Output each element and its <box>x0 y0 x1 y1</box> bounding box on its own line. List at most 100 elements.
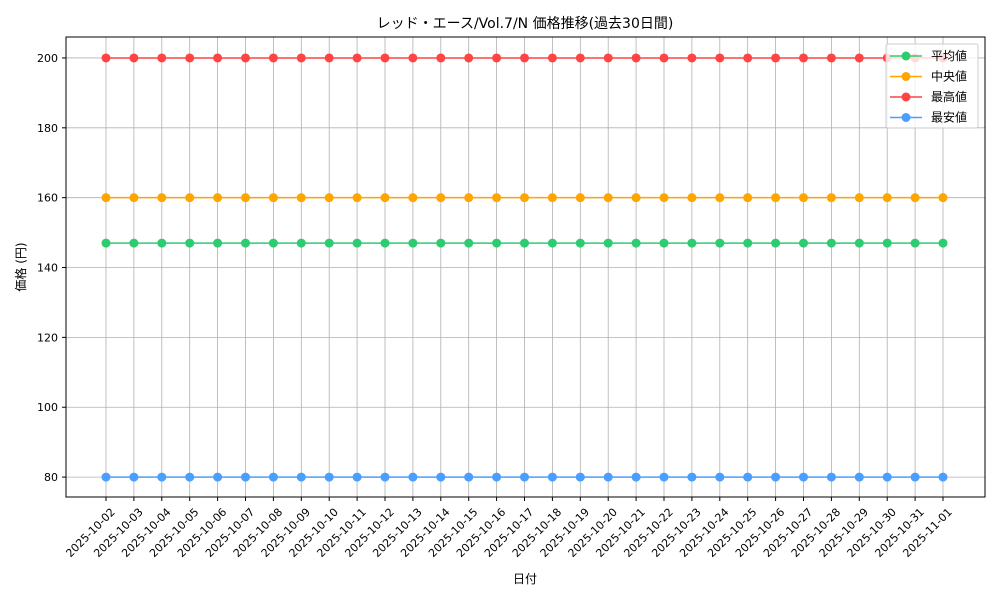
data-point <box>603 53 613 63</box>
data-point <box>826 53 836 63</box>
legend-marker <box>901 72 911 81</box>
legend-label: 平均値 <box>931 48 967 63</box>
data-point <box>129 238 139 248</box>
data-point <box>492 193 502 203</box>
data-point <box>715 472 725 482</box>
data-point <box>324 53 334 63</box>
data-point <box>324 472 334 482</box>
data-point <box>826 238 836 248</box>
data-point <box>938 238 948 248</box>
data-point <box>492 53 502 63</box>
data-point <box>771 193 781 203</box>
data-point <box>213 53 223 63</box>
data-point <box>910 472 920 482</box>
data-point <box>659 193 669 203</box>
y-axis-label: 価格 (円) <box>13 242 28 291</box>
data-point <box>268 238 278 248</box>
data-point <box>854 53 864 63</box>
data-point <box>324 193 334 203</box>
data-point <box>687 472 697 482</box>
data-point <box>185 238 195 248</box>
y-tick-label: 120 <box>37 331 58 344</box>
data-point <box>520 193 529 203</box>
data-point <box>882 472 892 482</box>
data-point <box>771 53 781 63</box>
legend-label: 最安値 <box>931 110 967 125</box>
data-point <box>603 472 613 482</box>
data-point <box>687 53 697 63</box>
data-point <box>603 238 613 248</box>
data-point <box>826 472 836 482</box>
data-point <box>296 53 306 63</box>
data-point <box>631 53 641 63</box>
data-point <box>743 472 753 482</box>
data-point <box>799 238 808 248</box>
data-point <box>520 53 529 63</box>
data-point <box>575 472 585 482</box>
data-point <box>213 472 223 482</box>
data-point <box>799 53 808 63</box>
data-point <box>436 238 446 248</box>
y-tick-label: 200 <box>37 52 58 65</box>
data-point <box>520 472 529 482</box>
data-point <box>659 238 669 248</box>
data-point <box>603 193 613 203</box>
data-point <box>910 193 920 203</box>
data-point <box>185 53 195 63</box>
data-point <box>436 53 446 63</box>
data-point <box>938 193 948 203</box>
data-point <box>715 53 725 63</box>
data-point <box>882 193 892 203</box>
data-point <box>380 472 390 482</box>
y-tick-label: 100 <box>37 401 58 414</box>
data-point <box>408 193 418 203</box>
legend-marker <box>901 51 911 61</box>
data-point <box>101 193 111 203</box>
data-point <box>436 193 446 203</box>
data-point <box>631 472 641 482</box>
data-point <box>464 238 474 248</box>
data-point <box>213 238 223 248</box>
data-point <box>296 472 306 482</box>
data-point <box>771 238 781 248</box>
data-point <box>296 193 306 203</box>
data-point <box>659 53 669 63</box>
data-point <box>101 472 111 482</box>
data-point <box>213 193 223 203</box>
data-point <box>352 238 362 248</box>
data-point <box>799 472 808 482</box>
data-point <box>268 193 278 203</box>
data-point <box>575 53 585 63</box>
chart-title: レッド・エース/Vol.7/N 価格推移(過去30日間) <box>377 16 674 32</box>
data-point <box>575 238 585 248</box>
data-point <box>743 238 753 248</box>
data-point <box>631 238 641 248</box>
data-point <box>352 193 362 203</box>
data-point <box>659 472 669 482</box>
data-point <box>854 472 864 482</box>
data-point <box>408 238 418 248</box>
data-point <box>520 238 529 248</box>
legend-box <box>885 43 979 129</box>
data-point <box>547 238 557 248</box>
data-point <box>408 472 418 482</box>
plot-area-frame <box>65 36 986 498</box>
data-point <box>241 472 250 482</box>
data-point <box>129 193 139 203</box>
data-point <box>157 238 167 248</box>
data-point <box>157 472 167 482</box>
data-point <box>101 53 111 63</box>
data-point <box>436 472 446 482</box>
y-tick-label: 180 <box>37 122 58 135</box>
data-point <box>771 472 781 482</box>
data-point <box>938 472 948 482</box>
data-point <box>464 472 474 482</box>
data-point <box>715 193 725 203</box>
data-point <box>241 53 250 63</box>
data-point <box>101 238 111 248</box>
data-point <box>882 238 892 248</box>
data-point <box>743 193 753 203</box>
data-point <box>352 472 362 482</box>
